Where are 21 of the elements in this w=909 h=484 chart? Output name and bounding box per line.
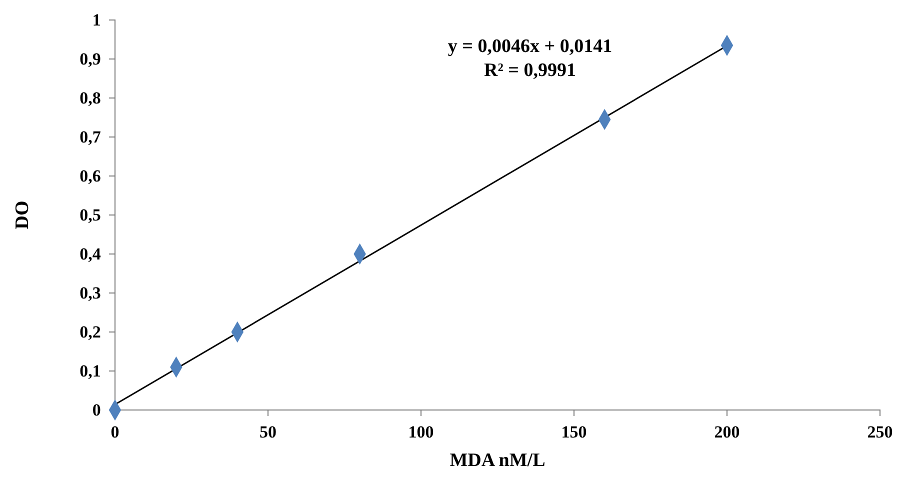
y-tick-label: 0,3 [80, 283, 101, 302]
y-tick-label: 0,4 [80, 244, 102, 264]
annotation: y = 0,0046x + 0,0141 [448, 36, 612, 57]
y-tick-label: 1 [92, 10, 101, 30]
x-tick-label: 250 [867, 422, 893, 442]
y-tick-label: 0,1 [80, 361, 101, 380]
x-tick-label: 150 [561, 422, 587, 442]
y-tick-label: 0 [92, 400, 101, 420]
annotation: R² = 0,9991 [484, 60, 576, 81]
x-tick-label: 50 [260, 422, 276, 442]
y-tick-label: 0,5 [80, 205, 101, 224]
y-tick-label: 0,9 [80, 49, 101, 68]
y-tick-label: 0,2 [80, 322, 101, 342]
x-tick-label: 200 [714, 422, 740, 442]
x-tick-label: 0 [110, 422, 120, 442]
x-tick-label: 100 [408, 422, 434, 442]
y-axis-title: DO [12, 200, 33, 230]
y-tick-label: 0,7 [80, 127, 102, 146]
x-axis-title: MDA nM/L [450, 450, 546, 471]
y-tick-label: 0,6 [80, 166, 101, 186]
y-tick-label: 0,8 [80, 88, 101, 108]
